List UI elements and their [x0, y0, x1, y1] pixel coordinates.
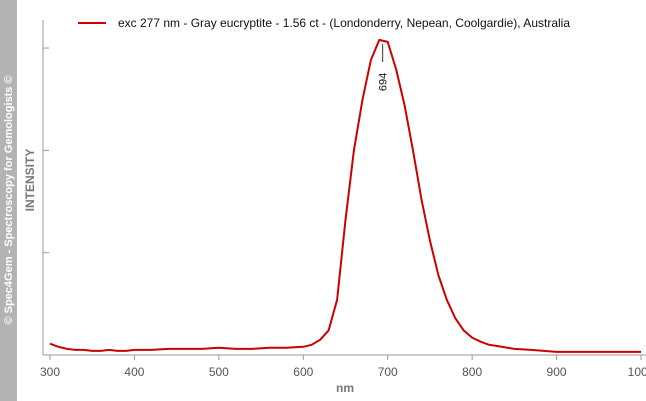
legend-label: exc 277 nm - Gray eucryptite - 1.56 ct -… — [118, 16, 570, 30]
x-tick-label: 800 — [462, 365, 482, 379]
x-axis-label: nm — [336, 381, 354, 395]
x-tick-label: 700 — [378, 365, 398, 379]
x-tick-label: 900 — [547, 365, 567, 379]
y-axis-label: INTENSITY — [23, 149, 37, 212]
spectrum-line — [49, 38, 641, 353]
watermark: © Spec4Gem - Spectroscopy for Gemologist… — [3, 75, 15, 324]
x-tick-label: 1000 — [628, 365, 646, 379]
peak-label: 694 — [378, 73, 390, 91]
x-tick-label: 600 — [293, 365, 313, 379]
x-tick-label: 300 — [40, 365, 60, 379]
sidebar — [0, 0, 17, 401]
x-tick-label: 500 — [209, 365, 229, 379]
x-tick-label: 400 — [124, 365, 144, 379]
